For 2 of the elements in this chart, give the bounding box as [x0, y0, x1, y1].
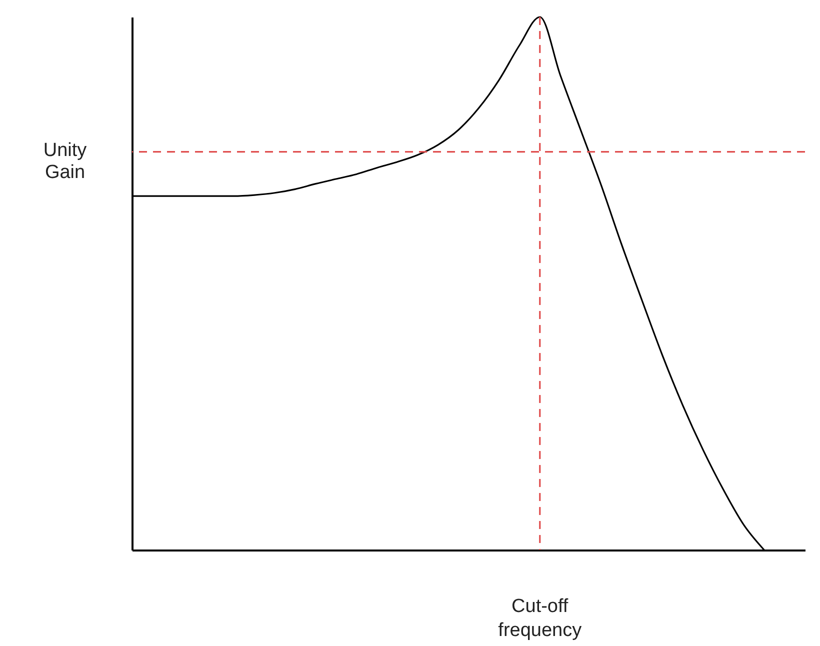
text: Cut-off frequency: [498, 596, 582, 641]
ref-line-label: Unity Gain: [43, 140, 88, 183]
